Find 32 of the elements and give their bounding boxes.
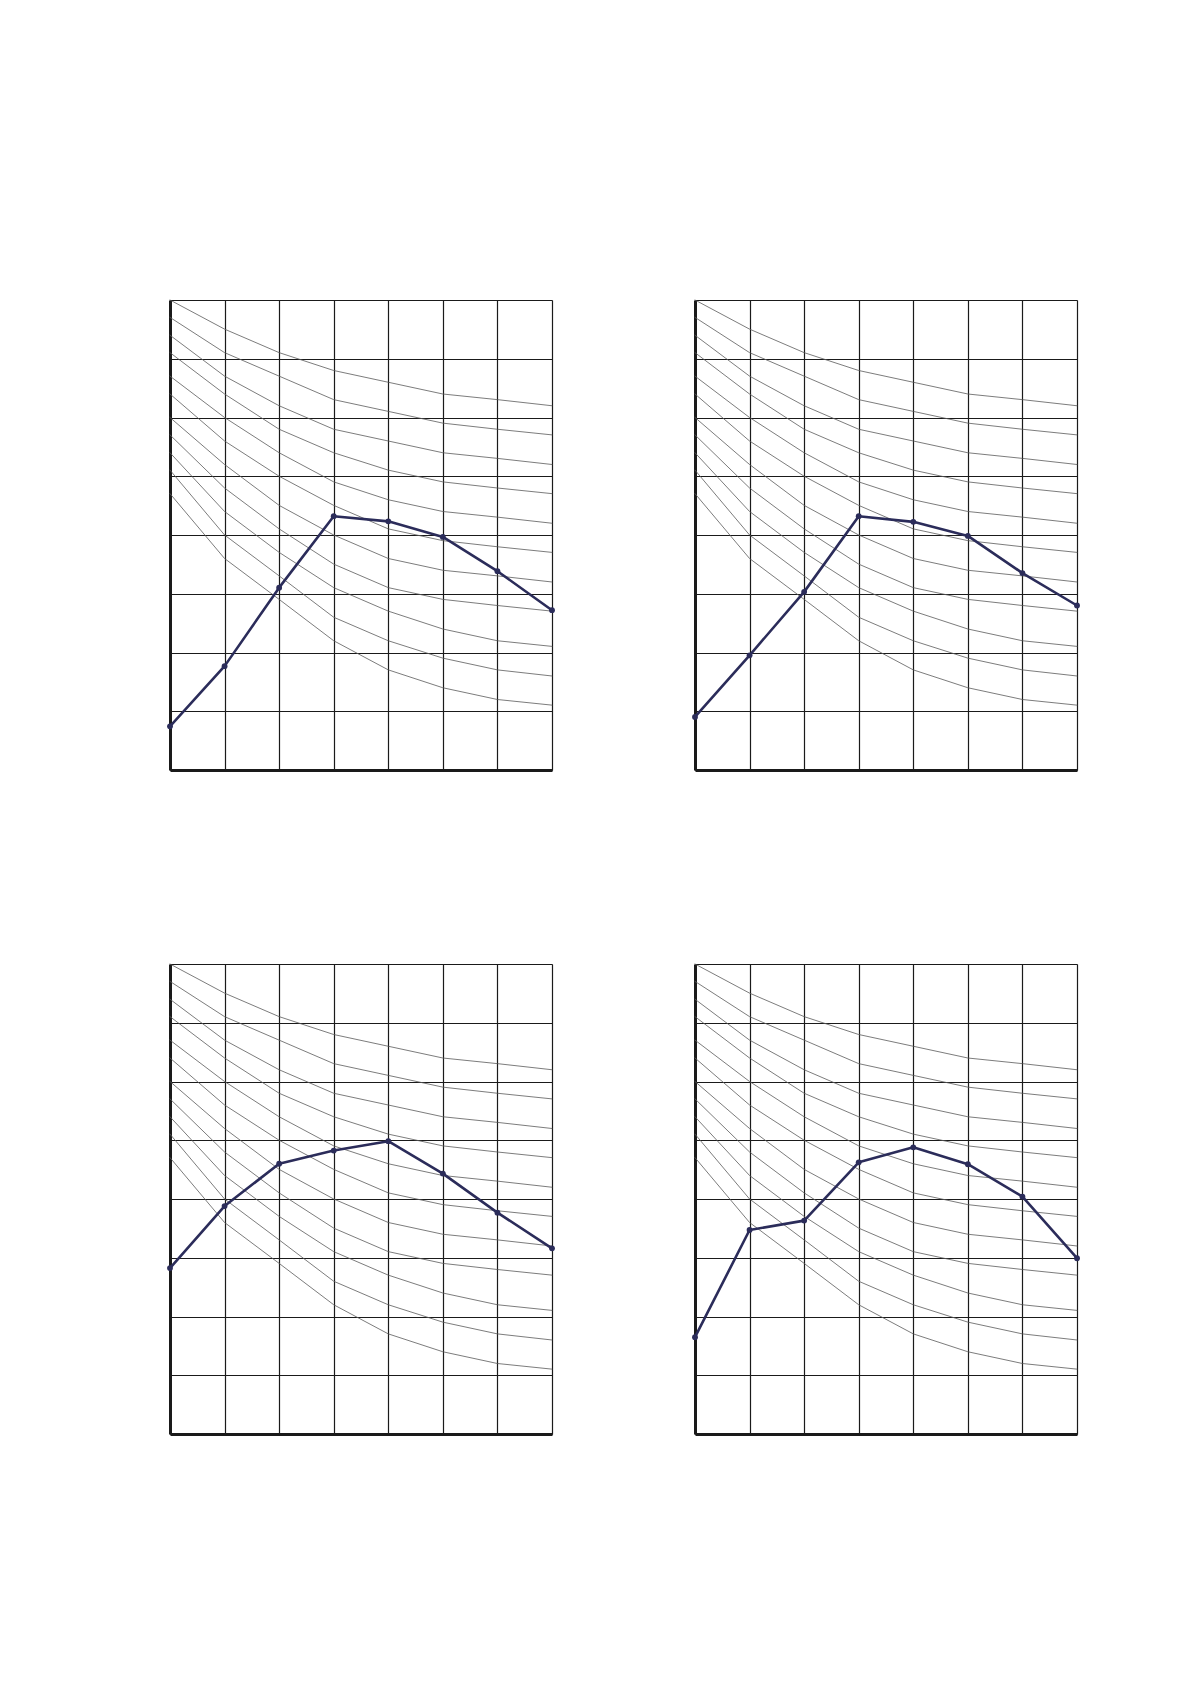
point: [801, 588, 808, 595]
point: [910, 518, 917, 525]
point: [692, 1334, 698, 1341]
point: [549, 607, 555, 614]
point: [221, 1203, 228, 1209]
point: [276, 584, 283, 591]
point: [221, 663, 228, 670]
point: [494, 568, 501, 575]
point: [439, 1170, 446, 1177]
point: [276, 1160, 283, 1167]
point: [746, 652, 753, 659]
point: [167, 1265, 173, 1271]
point: [855, 513, 862, 520]
point: [1074, 1255, 1080, 1262]
point: [167, 723, 173, 730]
point: [746, 1227, 753, 1233]
point: [439, 533, 446, 540]
point: [330, 513, 337, 520]
point: [385, 518, 392, 525]
point: [855, 1159, 862, 1166]
point: [1074, 602, 1080, 609]
point: [801, 1217, 808, 1224]
point: [692, 713, 698, 720]
point: [1019, 1193, 1026, 1200]
point: [330, 1147, 337, 1154]
point: [964, 1161, 971, 1168]
point: [964, 533, 971, 539]
point: [1019, 570, 1026, 576]
point: [549, 1245, 555, 1252]
point: [385, 1138, 392, 1145]
point: [910, 1144, 917, 1151]
point: [494, 1209, 501, 1216]
